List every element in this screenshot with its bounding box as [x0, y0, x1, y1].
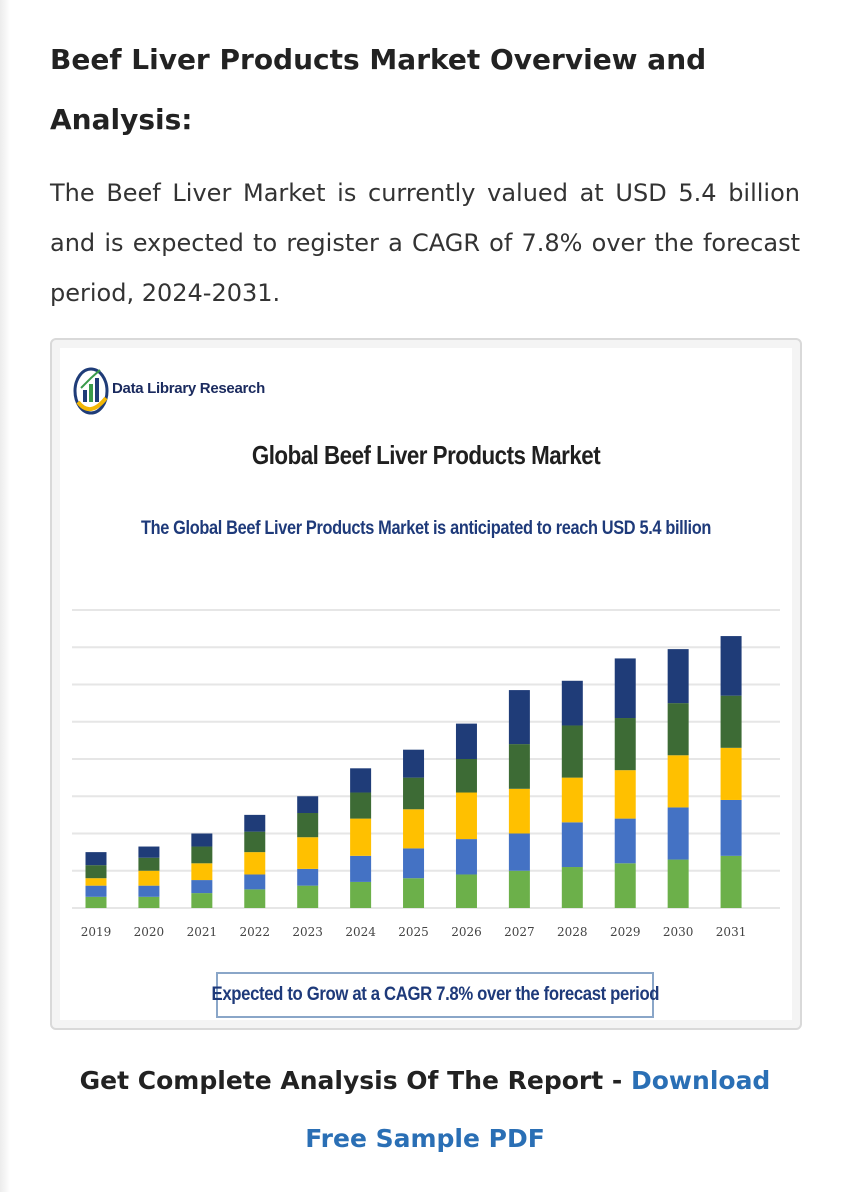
bar-segment-2026-s5: [455, 723, 477, 759]
bar-segment-2029-s3: [614, 770, 636, 819]
bar-segment-2026-s1: [455, 874, 477, 908]
bar-segment-2024-s3: [350, 818, 372, 856]
x-tick-label: 2021: [187, 925, 218, 939]
stacked-bar-chart: 2019 2020 2021 2022 2023 2024 2025 2026 2027 2028…: [72, 609, 780, 939]
x-tick-label: 2029: [610, 925, 641, 939]
x-tick-label: 2028: [557, 925, 588, 939]
bar-segment-2029-s1: [614, 863, 636, 908]
bar-segment-2030-s5: [667, 649, 689, 704]
x-tick-label: 2022: [239, 925, 270, 939]
bar-segment-2026-s4: [455, 759, 477, 793]
bar-segment-2031-s2: [720, 799, 742, 856]
bar-segment-2025-s5: [403, 749, 425, 778]
bar-segment-2019-s4: [85, 865, 107, 879]
bar-segment-2029-s4: [614, 718, 636, 771]
cagr-callout-text: Expected to Grow at a CAGR 7.8% over the…: [211, 984, 659, 1005]
bar-segment-2026-s3: [455, 792, 477, 840]
bar-segment-2021-s5: [191, 833, 213, 847]
bar-segment-2025-s4: [403, 777, 425, 810]
bar-segment-2031-s1: [720, 855, 742, 908]
x-tick-label: 2027: [504, 925, 535, 939]
bar-segment-2030-s3: [667, 755, 689, 808]
bar-segment-2019-s5: [85, 852, 107, 866]
bar-segment-2023-s5: [297, 796, 319, 814]
bar-segment-2028-s5: [561, 680, 583, 726]
bar-segment-2028-s1: [561, 867, 583, 908]
bar-segment-2022-s5: [244, 814, 266, 832]
bar-segment-2019-s3: [85, 878, 107, 886]
bar-segment-2019-s1: [85, 896, 107, 908]
bar-segment-2028-s3: [561, 777, 583, 823]
bar-segment-2022-s1: [244, 889, 266, 908]
bar-segment-2030-s1: [667, 859, 689, 908]
x-tick-label: 2020: [134, 925, 165, 939]
bar-segment-2027-s5: [508, 690, 530, 745]
bar-segment-2022-s2: [244, 874, 266, 890]
x-tick-label: 2024: [345, 925, 376, 939]
cagr-callout: Expected to Grow at a CAGR 7.8% over the…: [211, 972, 659, 1018]
bar-segment-2021-s2: [191, 880, 213, 894]
brand-name: Data Library Research: [112, 380, 265, 397]
bar-segment-2027-s4: [508, 744, 530, 789]
bar-segment-2030-s2: [667, 807, 689, 860]
bar-segment-2028-s4: [561, 725, 583, 778]
bar-segment-2020-s5: [138, 846, 160, 858]
bar-segment-2029-s5: [614, 658, 636, 719]
bar-chart-globe-logo-icon: [73, 367, 109, 415]
cta-prefix: Get Complete Analysis Of The Report -: [79, 1066, 631, 1095]
bar-segment-2031-s5: [720, 636, 742, 696]
bar-segment-2023-s3: [297, 837, 319, 869]
bar-segment-2025-s2: [403, 848, 425, 879]
bar-segment-2027-s2: [508, 833, 530, 871]
bar-segment-2020-s1: [138, 896, 160, 908]
brand: Data Library Research: [72, 354, 312, 420]
bar-segment-2022-s3: [244, 852, 266, 875]
bar-segment-2031-s3: [720, 747, 742, 800]
bar-segment-2020-s2: [138, 885, 160, 897]
x-tick-label: 2030: [663, 925, 694, 939]
bar-segment-2027-s3: [508, 788, 530, 834]
bar-segment-2023-s2: [297, 868, 319, 886]
x-tick-label: 2031: [716, 925, 747, 939]
chart-subtitle: The Global Beef Liver Products Market is…: [140, 518, 712, 539]
bar-segment-2022-s4: [244, 831, 266, 853]
bar-segment-2027-s1: [508, 870, 530, 908]
bar-segment-2024-s4: [350, 792, 372, 819]
bar-segment-2024-s2: [350, 855, 372, 882]
chart-card: Data Library Research Global Beef Liver …: [60, 348, 792, 1020]
bar-segment-2028-s2: [561, 822, 583, 868]
article-heading: Beef Liver Products Market Overview and …: [50, 43, 707, 136]
left-edge-shadow: [0, 0, 10, 1192]
bar-segment-2021-s4: [191, 846, 213, 864]
x-tick-label: 2019: [81, 925, 112, 939]
x-tick-label: 2023: [292, 925, 323, 939]
bar-segment-2021-s1: [191, 893, 213, 908]
article-intro: The Beef Liver Market is currently value…: [50, 179, 800, 307]
bar-segment-2019-s2: [85, 885, 107, 897]
bar-segment-2025-s1: [403, 878, 425, 908]
bar-segment-2023-s4: [297, 813, 319, 838]
market-chart-figure: Data Library Research Global Beef Liver …: [50, 338, 802, 1030]
bar-segment-2030-s4: [667, 703, 689, 756]
bar-segment-2031-s4: [720, 695, 742, 748]
bar-segment-2020-s4: [138, 857, 160, 871]
bar-segment-2026-s2: [455, 839, 477, 875]
bar-segment-2024-s5: [350, 768, 372, 793]
bar-segment-2020-s3: [138, 870, 160, 886]
x-tick-label: 2025: [398, 925, 429, 939]
x-tick-label: 2026: [451, 925, 482, 939]
bar-segment-2024-s1: [350, 881, 372, 908]
download-sample-link[interactable]: Download Free Sample PDF: [305, 1066, 771, 1153]
chart-title: Global Beef Liver Products Market: [251, 440, 601, 470]
bar-segment-2023-s1: [297, 885, 319, 908]
bar-segment-2021-s3: [191, 863, 213, 881]
bar-segment-2029-s2: [614, 818, 636, 864]
bar-segment-2025-s3: [403, 809, 425, 849]
report-cta: Get Complete Analysis Of The Report - Do…: [60, 1052, 790, 1168]
